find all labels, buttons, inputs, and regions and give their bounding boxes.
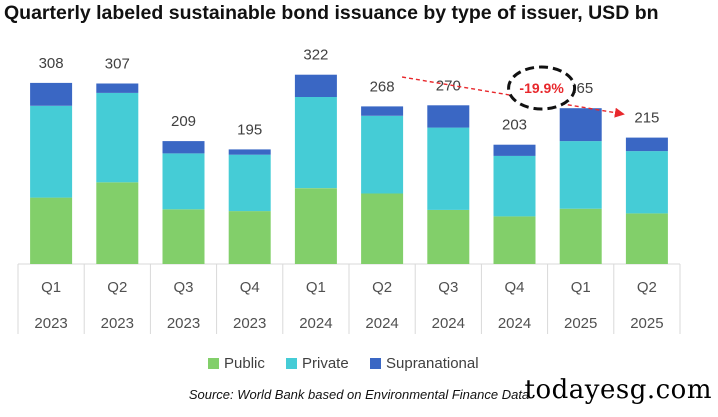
bar-segment-supranational-5 <box>361 106 404 116</box>
x-tick-quarter-7: Q4 <box>504 279 524 296</box>
x-tick-year-4: 2024 <box>299 315 332 332</box>
bar-segment-private-1 <box>96 92 139 183</box>
x-tick-quarter-1: Q2 <box>107 279 127 296</box>
x-tick-year-5: 2024 <box>365 315 398 332</box>
bar-segment-public-3 <box>228 211 271 264</box>
x-tick-quarter-0: Q1 <box>41 279 61 296</box>
x-tick-quarter-3: Q4 <box>240 279 260 296</box>
total-label-2: 209 <box>171 113 196 130</box>
bar-segment-public-1 <box>96 182 139 264</box>
bar-segment-private-0 <box>30 105 73 198</box>
legend-swatch-supranational <box>370 358 381 369</box>
bar-segment-supranational-0 <box>30 82 73 106</box>
bar-segment-private-3 <box>228 154 271 212</box>
total-label-9: 215 <box>634 110 659 127</box>
bar-segment-private-4 <box>294 97 337 189</box>
bar-segment-public-6 <box>427 209 470 264</box>
bar-segment-public-7 <box>493 216 536 264</box>
bar-segment-supranational-9 <box>625 137 668 152</box>
x-tick-quarter-6: Q3 <box>438 279 458 296</box>
x-tick-quarter-9: Q2 <box>637 279 657 296</box>
bar-segment-public-0 <box>30 197 73 264</box>
bar-segment-supranational-3 <box>228 149 271 155</box>
x-tick-quarter-4: Q1 <box>306 279 326 296</box>
x-tick-year-3: 2023 <box>233 315 266 332</box>
x-tick-year-2: 2023 <box>167 315 200 332</box>
watermark-text: todayesg.com <box>524 375 712 405</box>
x-tick-year-1: 2023 <box>101 315 134 332</box>
total-label-0: 308 <box>39 55 64 72</box>
bar-segment-supranational-6 <box>427 105 470 128</box>
bar-segment-public-8 <box>559 208 602 264</box>
bar-segment-private-9 <box>625 151 668 214</box>
total-label-4: 322 <box>303 47 328 64</box>
change-arrow <box>401 76 625 118</box>
total-label-3: 195 <box>237 121 262 138</box>
x-tick-year-7: 2024 <box>498 315 531 332</box>
chart-title: Quarterly labeled sustainable bond issua… <box>4 2 659 24</box>
total-label-1: 307 <box>105 56 130 73</box>
bar-segment-supranational-7 <box>493 144 536 156</box>
x-tick-quarter-5: Q2 <box>372 279 392 296</box>
bar-segment-supranational-2 <box>162 141 205 154</box>
legend-label-private: Private <box>302 355 349 372</box>
change-percent-label: -19.9% <box>519 80 564 96</box>
x-tick-year-8: 2025 <box>564 315 597 332</box>
bar-segment-supranational-1 <box>96 83 139 93</box>
bar-segment-public-4 <box>294 188 337 264</box>
legend-label-supranational: Supranational <box>386 355 479 372</box>
bar-segment-public-5 <box>361 193 404 264</box>
bar-segment-supranational-4 <box>294 74 337 97</box>
highlight-ellipse <box>507 65 577 111</box>
x-tick-year-9: 2025 <box>630 315 663 332</box>
bar-segment-public-9 <box>625 213 668 264</box>
x-tick-quarter-2: Q3 <box>173 279 193 296</box>
bar-segment-private-8 <box>559 141 602 209</box>
bar-segment-private-2 <box>162 153 205 210</box>
bar-segment-supranational-8 <box>559 108 602 142</box>
legend-swatch-public <box>208 358 219 369</box>
bar-segment-private-6 <box>427 127 470 210</box>
x-tick-year-0: 2023 <box>34 315 67 332</box>
bar-segment-private-7 <box>493 155 536 217</box>
legend-label-public: Public <box>224 355 265 372</box>
legend-swatch-private <box>286 358 297 369</box>
total-label-7: 203 <box>502 117 527 134</box>
source-note: Source: World Bank based on Environmenta… <box>188 387 530 402</box>
x-tick-quarter-8: Q1 <box>571 279 591 296</box>
bar-segment-public-2 <box>162 209 205 264</box>
x-tick-year-6: 2024 <box>432 315 465 332</box>
bar-segment-private-5 <box>361 115 404 194</box>
total-label-6: 270 <box>436 77 461 94</box>
total-label-5: 268 <box>370 78 395 95</box>
